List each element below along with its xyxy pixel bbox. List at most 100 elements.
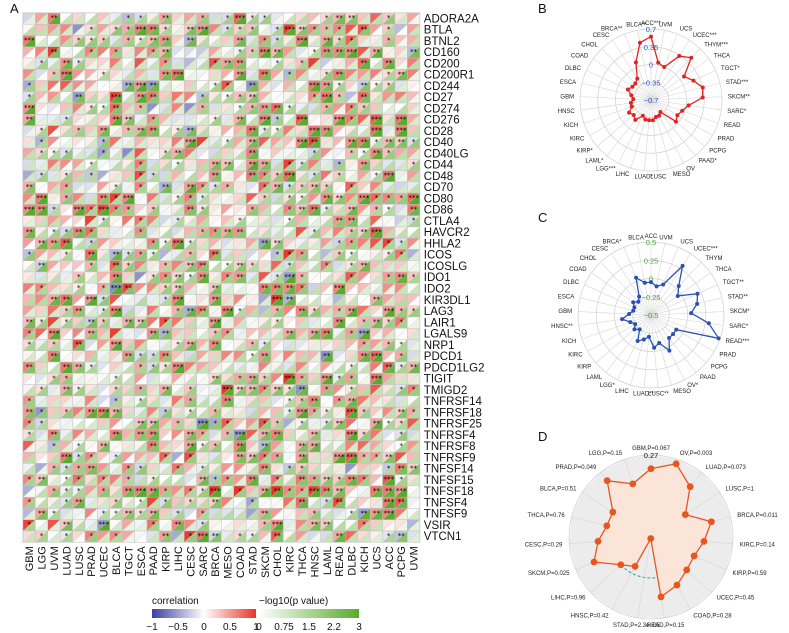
- heatmap-cell: [283, 114, 297, 126]
- heatmap-cell-diagonal: [382, 57, 396, 70]
- heatmap-cell: [307, 249, 321, 261]
- heatmap-cell: [47, 57, 61, 70]
- heatmap-cell: [196, 147, 210, 160]
- heatmap-cell-diagonal: [394, 35, 408, 47]
- heatmap-cell: [84, 192, 98, 205]
- heatmap-cell-diagonal: [345, 24, 358, 36]
- heatmap-cell-diagonal: [208, 69, 222, 81]
- heatmap-cell: [394, 181, 408, 194]
- heatmap-cell: [196, 46, 210, 59]
- heatmap-cell-diagonal: [270, 12, 284, 25]
- heatmap-cell: **: [283, 328, 297, 340]
- heatmap-cell: [171, 35, 185, 48]
- heatmap-cell: *: [109, 46, 123, 59]
- heatmap-cell: [270, 91, 284, 104]
- significance-mark: *: [52, 228, 56, 236]
- heatmap-cell-diagonal: [109, 69, 123, 81]
- heatmap-cell: ***: [35, 192, 49, 205]
- heatmap-cell: **: [258, 283, 272, 295]
- heatmap-cell: [382, 294, 396, 306]
- heatmap-cell: [196, 57, 210, 70]
- heatmap-cell: [159, 136, 173, 149]
- heatmap-cell-diagonal: [72, 24, 86, 36]
- significance-mark: *: [151, 115, 155, 123]
- significance-mark: *: [350, 239, 354, 247]
- heatmap-cell: **: [357, 80, 371, 93]
- heatmap-cell: [283, 125, 297, 138]
- heatmap-cell: [283, 237, 297, 250]
- heatmap-cell-diagonal: [134, 80, 148, 92]
- significance-mark: *: [151, 48, 155, 56]
- heatmap-cell-diagonal: [283, 80, 296, 92]
- heatmap-cell: [47, 91, 61, 104]
- heatmap-cell-diagonal: [320, 57, 334, 70]
- heatmap-cell: [35, 80, 49, 93]
- significance-mark: *: [375, 194, 379, 202]
- heatmap-cell: *: [146, 114, 160, 126]
- heatmap-cell: [22, 192, 36, 205]
- heatmap-cell: *: [295, 57, 309, 70]
- heatmap-cell: **: [407, 204, 421, 216]
- heatmap-cell: [72, 260, 86, 273]
- significance-mark: **: [261, 70, 269, 78]
- heatmap-cell: [22, 46, 36, 59]
- heatmap-cell: [59, 204, 73, 216]
- heatmap-cell: [121, 170, 135, 183]
- significance-mark: *: [139, 160, 143, 168]
- heatmap-cell-diagonal: [184, 46, 197, 59]
- heatmap-cell: [121, 102, 135, 115]
- heatmap-cell: [134, 237, 148, 250]
- significance-mark: *: [164, 59, 168, 67]
- heatmap-cell: [59, 271, 73, 284]
- heatmap-cell: *: [159, 316, 173, 329]
- significance-mark: *: [275, 25, 279, 33]
- heatmap-cell: *: [196, 181, 210, 194]
- significance-mark: **: [162, 183, 170, 191]
- heatmap-cell: **: [72, 91, 86, 104]
- significance-mark: **: [237, 37, 245, 45]
- heatmap-cell: **: [270, 46, 284, 59]
- heatmap-cell: **: [146, 35, 160, 48]
- heatmap-cell: ***: [283, 271, 297, 284]
- significance-mark: *: [251, 205, 255, 213]
- heatmap-cell: [146, 215, 160, 228]
- heatmap-cell-diagonal: [308, 24, 321, 36]
- significance-mark: *: [176, 127, 180, 135]
- heatmap-cell: [270, 159, 284, 171]
- heatmap-cell: *: [221, 136, 235, 149]
- significance-mark: *: [40, 127, 44, 135]
- significance-mark: *: [399, 194, 403, 202]
- heatmap-cell: [283, 91, 297, 104]
- heatmap-cell: [22, 260, 36, 273]
- heatmap-cell-diagonal: [345, 57, 358, 70]
- heatmap-cell-diagonal: [146, 12, 160, 25]
- heatmap-cell: [394, 204, 408, 216]
- heatmap-cell: [72, 147, 86, 160]
- heatmap-cell-diagonal: [84, 35, 98, 47]
- heatmap-cell: **: [332, 192, 346, 205]
- heatmap-cell: *: [382, 24, 396, 36]
- heatmap-cell-diagonal: [122, 57, 135, 70]
- heatmap-cell-diagonal: [320, 35, 334, 47]
- significance-mark: *: [350, 250, 354, 258]
- heatmap-cell: ***: [283, 24, 297, 36]
- significance-mark: *: [300, 160, 304, 168]
- significance-mark: **: [249, 160, 257, 168]
- significance-mark: *: [151, 250, 155, 258]
- heatmap-cell: ***: [394, 114, 408, 126]
- heatmap-cell: [394, 24, 408, 36]
- heatmap-cell: [307, 69, 321, 81]
- significance-mark: **: [373, 296, 381, 304]
- heatmap-cell: [35, 159, 49, 171]
- heatmap-cell: *: [159, 271, 173, 284]
- heatmap-cell: [109, 226, 123, 239]
- heatmap-cell: **: [121, 114, 135, 126]
- heatmap-cell: [382, 260, 396, 273]
- heatmap-cell-diagonal: [270, 69, 284, 81]
- significance-mark: ***: [346, 48, 357, 56]
- heatmap-cell-diagonal: [134, 35, 148, 47]
- heatmap-cell: *: [196, 226, 210, 239]
- heatmap-cell: [159, 91, 173, 104]
- heatmap-cell: **: [233, 114, 247, 126]
- heatmap-cell: [35, 114, 49, 126]
